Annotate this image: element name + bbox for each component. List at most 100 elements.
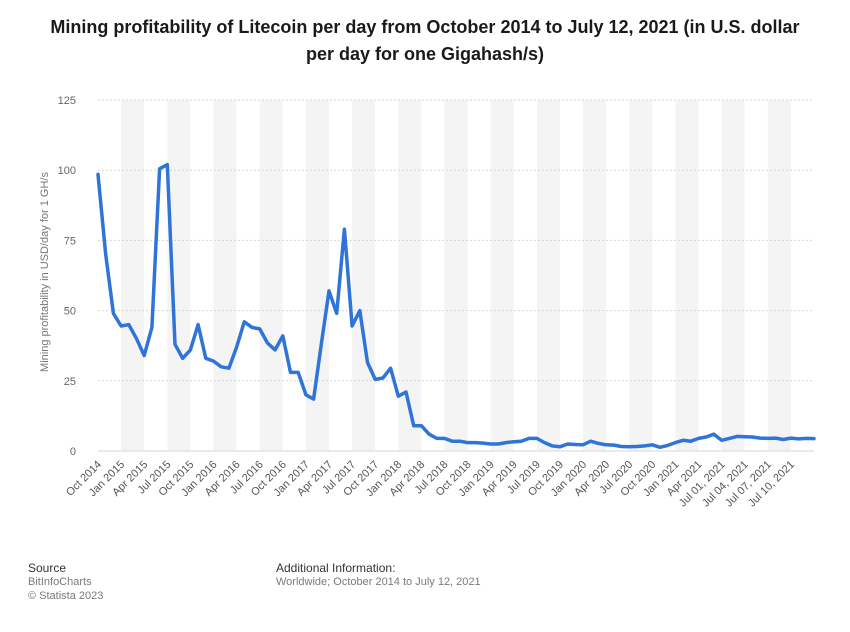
data-point [127,323,131,327]
data-point [720,438,724,442]
data-point [535,436,539,440]
data-point [627,445,631,449]
data-point [458,439,462,443]
data-point [119,324,123,328]
data-point [265,341,269,345]
data-point [389,366,393,370]
data-point [635,445,639,449]
data-point [104,252,108,256]
source-block: Source BitInfoCharts © Statista 2023 [28,561,103,603]
additional-info-block: Additional Information: Worldwide; Octob… [276,561,481,589]
data-point [620,445,624,449]
data-point [219,365,223,369]
data-point [404,390,408,394]
data-point [327,289,331,293]
data-point [750,435,754,439]
y-axis-label: Mining profitability in USD/day for 1 GH… [39,172,51,372]
data-point [766,436,770,440]
data-point [573,443,577,447]
data-point [227,366,231,370]
data-point [158,167,162,171]
y-tick-label: 25 [64,376,76,388]
background-band [583,100,607,451]
background-band [675,100,699,451]
data-point [781,438,785,442]
background-band [606,100,630,451]
data-point [204,356,208,360]
data-point [519,439,523,443]
data-point [250,325,254,329]
data-point [735,434,739,438]
y-tick-label: 0 [70,446,76,458]
data-point [165,163,169,167]
additional-info-text: Worldwide; October 2014 to July 12, 2021 [276,576,481,588]
y-tick-label: 75 [64,235,76,247]
data-point [673,441,677,445]
data-point [319,342,323,346]
data-point [396,394,400,398]
background-band [259,100,283,451]
background-band [559,100,584,451]
data-point [304,393,308,397]
data-point [242,320,246,324]
data-point [335,311,339,315]
data-point [173,342,177,346]
data-point [758,436,762,440]
data-point [481,441,485,445]
data-point [596,441,600,445]
data-point [111,311,115,315]
data-point [312,397,316,401]
data-point [358,309,362,313]
source-heading: Source [28,561,67,575]
data-point [612,443,616,447]
y-tick-label: 125 [58,95,76,107]
background-band [421,100,445,451]
data-point [435,436,439,440]
data-point [650,443,654,447]
background-band [744,100,768,451]
data-point [512,440,516,444]
background-band [190,100,214,451]
y-axis-ticks: 0 25 50 75 100 125 [58,95,76,458]
data-point [797,437,801,441]
background-band [236,100,260,451]
data-point [450,439,454,443]
data-point [188,348,192,352]
data-point [181,356,185,360]
grid-lines [98,99,814,452]
background-band [213,100,237,451]
data-point [412,424,416,428]
data-point [774,436,778,440]
data-point [142,354,146,358]
data-point [350,324,354,328]
data-point [658,445,662,449]
data-point [281,334,285,338]
y-tick-label: 100 [58,165,76,177]
data-point [419,424,423,428]
data-point [427,432,431,436]
data-point [789,436,793,440]
data-point [558,445,562,449]
background-band [513,100,537,451]
data-point [566,442,570,446]
data-point [527,436,531,440]
data-point [666,443,670,447]
data-point [804,436,808,440]
data-point [212,359,216,363]
background-band [375,100,399,451]
background-band [490,100,514,451]
background-band [352,100,376,451]
data-point [150,325,154,329]
background-band [536,100,560,451]
background-bands [98,100,814,451]
background-band [467,100,491,451]
background-band [652,100,676,451]
data-point [342,227,346,231]
data-point [489,442,493,446]
data-point [550,444,554,448]
data-point [235,345,239,349]
copyright-line: © Statista 2023 [28,590,104,602]
data-point [96,172,100,176]
